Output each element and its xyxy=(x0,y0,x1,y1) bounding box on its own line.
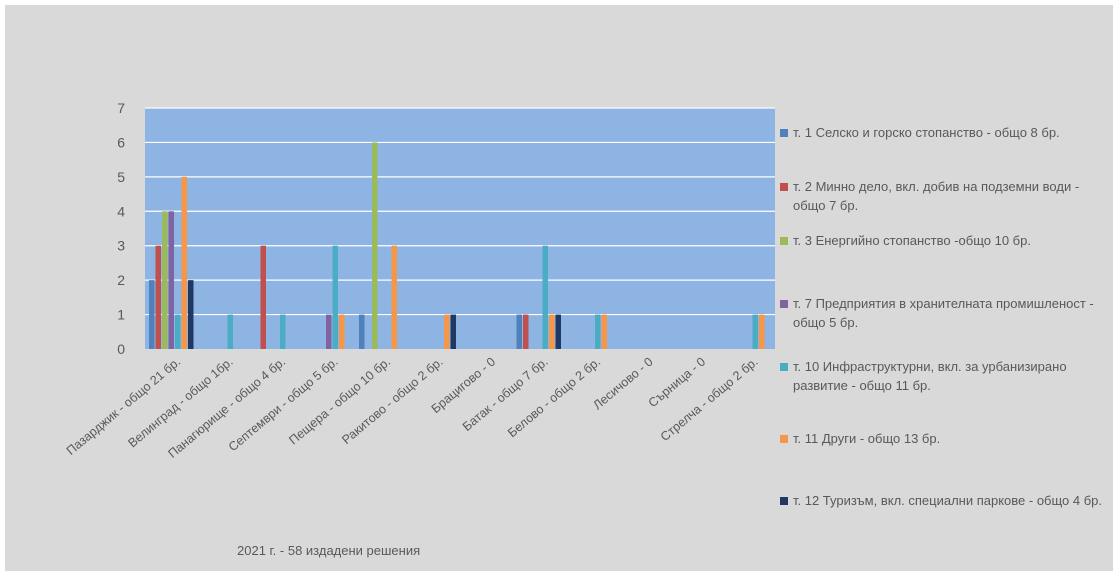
bar xyxy=(759,314,765,349)
legend-item: т. 3 Енергийно стопанство -общо 10 бр. xyxy=(780,231,1110,250)
x-tick-label: Пещера - общо 10 бр. xyxy=(286,355,393,448)
bar xyxy=(162,211,168,349)
plot-area xyxy=(145,108,775,349)
y-tick-label: 2 xyxy=(117,272,125,288)
legend-item: т. 11 Други - общо 13 бр. xyxy=(780,429,1110,448)
legend-item: т. 7 Предприятия в хранителната промишле… xyxy=(780,294,1110,332)
bar xyxy=(339,314,345,349)
legend-item: т. 12 Туризъм, вкл. специални паркове - … xyxy=(780,491,1110,510)
bar xyxy=(450,314,456,349)
bar xyxy=(372,142,378,349)
legend-label: т. 7 Предприятия в хранителната промишле… xyxy=(793,296,1094,330)
bar xyxy=(188,280,194,349)
x-axis-label: 2021 г. - 58 издадени решения xyxy=(237,543,421,558)
bar xyxy=(542,245,548,349)
bar xyxy=(227,314,233,349)
bar xyxy=(595,314,601,349)
legend-swatch xyxy=(780,129,788,137)
legend-label: т. 2 Минно дело, вкл. добив на подземни … xyxy=(793,179,1080,213)
x-tick-label: Белово - общо 2 бр. xyxy=(505,355,603,441)
y-tick-label: 0 xyxy=(117,341,125,357)
legend-swatch xyxy=(780,363,788,371)
legend-swatch xyxy=(780,300,788,308)
x-tick-label: Стрелча - общо 2 бр. xyxy=(658,355,761,444)
y-tick-label: 4 xyxy=(117,203,125,219)
bar xyxy=(260,245,266,349)
bar xyxy=(555,314,561,349)
y-tick-label: 3 xyxy=(117,238,125,254)
x-tick-label: Ракитово - общо 2 бр. xyxy=(339,355,445,447)
bar xyxy=(549,314,555,349)
bar xyxy=(326,314,332,349)
bar xyxy=(444,314,450,349)
legend-label: т. 10 Инфраструктурни, вкл. за урбанизир… xyxy=(793,359,1067,393)
legend-item: т. 10 Инфраструктурни, вкл. за урбанизир… xyxy=(780,357,1110,395)
bar xyxy=(155,245,161,349)
y-tick-label: 6 xyxy=(117,134,125,150)
y-tick-label: 7 xyxy=(117,100,125,116)
legend-label: т. 3 Енергийно стопанство -общо 10 бр. xyxy=(793,233,1031,248)
legend-item: т. 2 Минно дело, вкл. добив на подземни … xyxy=(780,177,1110,215)
bar xyxy=(149,280,155,349)
bar xyxy=(181,176,187,349)
bar xyxy=(391,245,397,349)
bar xyxy=(359,314,365,349)
legend-swatch xyxy=(780,497,788,505)
bar xyxy=(523,314,529,349)
legend-label: т. 12 Туризъм, вкл. специални паркове - … xyxy=(793,493,1103,508)
bar xyxy=(175,314,181,349)
legend-label: т. 11 Други - общо 13 бр. xyxy=(793,431,941,446)
bar xyxy=(280,314,286,349)
legend-item: т. 1 Селско и горско стопанство - общо 8… xyxy=(780,123,1110,142)
bar xyxy=(332,245,338,349)
legend-swatch xyxy=(780,183,788,191)
legend-swatch xyxy=(780,435,788,443)
bar xyxy=(516,314,522,349)
bar xyxy=(752,314,758,349)
y-tick-label: 5 xyxy=(117,169,125,185)
legend-label: т. 1 Селско и горско стопанство - общо 8… xyxy=(793,125,1060,140)
bar xyxy=(168,211,174,349)
legend-swatch xyxy=(780,237,788,245)
bar xyxy=(601,314,607,349)
x-tick-label: Велинград - общо 1бр. xyxy=(125,355,235,451)
y-tick-label: 1 xyxy=(117,307,125,323)
